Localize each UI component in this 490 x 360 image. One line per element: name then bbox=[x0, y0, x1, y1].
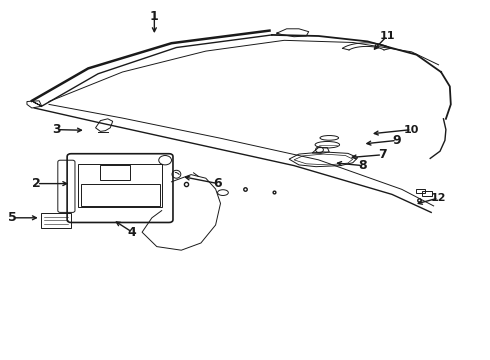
Bar bbox=[41, 213, 71, 228]
Text: 10: 10 bbox=[404, 125, 419, 135]
Text: 3: 3 bbox=[52, 123, 61, 136]
Text: 2: 2 bbox=[32, 177, 41, 190]
Text: 8: 8 bbox=[358, 159, 367, 172]
Bar bbox=[100, 165, 130, 180]
FancyArrowPatch shape bbox=[175, 172, 179, 175]
Bar bbox=[78, 164, 162, 207]
Text: 4: 4 bbox=[128, 226, 137, 239]
Text: 7: 7 bbox=[378, 148, 387, 161]
Text: 5: 5 bbox=[8, 211, 17, 224]
Bar bbox=[422, 191, 432, 196]
Text: 11: 11 bbox=[379, 31, 395, 41]
Text: 1: 1 bbox=[150, 10, 159, 23]
Text: 12: 12 bbox=[431, 193, 446, 203]
Bar bbox=[81, 184, 160, 206]
Bar bbox=[416, 189, 425, 193]
Text: 9: 9 bbox=[392, 134, 401, 147]
Text: 6: 6 bbox=[214, 177, 222, 190]
